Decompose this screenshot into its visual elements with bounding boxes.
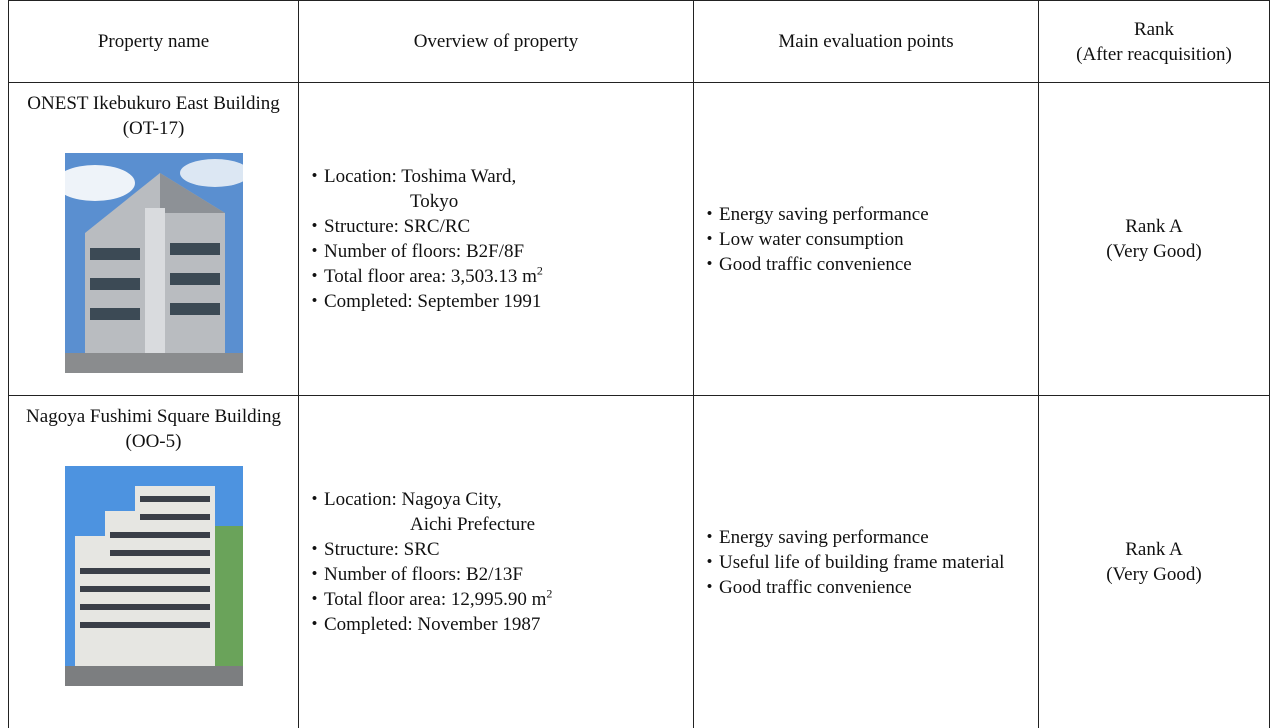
- evaluation-point: ・Low water consumption: [700, 227, 1032, 252]
- superscript: 2: [537, 264, 543, 278]
- rank-cell: Rank A(Very Good): [1039, 83, 1270, 396]
- header-text: Property name: [15, 29, 292, 54]
- building-photo: [65, 153, 243, 373]
- overview-text: ・Total floor area: 12,995.90 m: [305, 589, 546, 610]
- overview-item: ・Completed: September 1991: [305, 289, 687, 314]
- header-text: Rank: [1045, 17, 1263, 42]
- evaluation-point: ・Good traffic convenience: [700, 252, 1032, 277]
- overview-text: ・Total floor area: 3,503.13 m: [305, 266, 537, 287]
- rank-cell: Rank A(Very Good): [1039, 396, 1270, 728]
- header-cell: Main evaluation points: [694, 1, 1039, 83]
- table-body: ONEST Ikebukuro East Building (OT-17) ・L…: [9, 83, 1270, 728]
- evaluation-cell: ・Energy saving performance・Useful life o…: [694, 396, 1039, 728]
- header-text: Overview of property: [305, 29, 687, 54]
- header-cell: Overview of property: [299, 1, 694, 83]
- overview-item: ・Number of floors: B2/13F: [305, 562, 687, 587]
- header-cell: Property name: [9, 1, 299, 83]
- overview-item: ・Number of floors: B2F/8F: [305, 239, 687, 264]
- property-name-cell: ONEST Ikebukuro East Building (OT-17): [9, 83, 299, 396]
- table-row: ONEST Ikebukuro East Building (OT-17) ・L…: [9, 83, 1270, 396]
- page: {"header": [["Property name"], ["Overvie…: [0, 0, 1271, 713]
- overview-cell: ・Location: Nagoya City,Aichi Prefecture・…: [299, 396, 694, 728]
- overview-item: ・Structure: SRC/RC: [305, 214, 687, 239]
- table-row: Nagoya Fushimi Square Building (OO-5) ・L…: [9, 396, 1270, 728]
- overview-cell: ・Location: Toshima Ward,Tokyo・Structure:…: [299, 83, 694, 396]
- overview-item: ・Location: Toshima Ward,: [305, 164, 687, 189]
- evaluation-point: ・Energy saving performance: [700, 525, 1032, 550]
- page-body: Property name Overview of property Main ev…: [0, 0, 1271, 713]
- property-name: ONEST Ikebukuro East Building (OT-17): [15, 91, 292, 141]
- header-text: (After reacquisition): [1045, 42, 1263, 67]
- overview-item: Aichi Prefecture: [305, 512, 687, 537]
- property-table: Property name Overview of property Main ev…: [8, 0, 1270, 728]
- building-photo: [65, 466, 243, 686]
- rank-text: (Very Good): [1045, 562, 1263, 587]
- header-text: Main evaluation points: [700, 29, 1032, 54]
- overview-item: Tokyo: [305, 189, 687, 214]
- rank-text: Rank A: [1045, 214, 1263, 239]
- overview-item: ・Location: Nagoya City,: [305, 487, 687, 512]
- evaluation-point: ・Good traffic convenience: [700, 575, 1032, 600]
- property-name-cell: Nagoya Fushimi Square Building (OO-5): [9, 396, 299, 728]
- overview-item: ・Structure: SRC: [305, 537, 687, 562]
- header-cell: Rank(After reacquisition): [1039, 1, 1270, 83]
- overview-item: ・Total floor area: 12,995.90 m2: [305, 587, 687, 612]
- header-row: Property name Overview of property Main ev…: [9, 1, 1270, 83]
- overview-item: ・Total floor area: 3,503.13 m2: [305, 264, 687, 289]
- superscript: 2: [546, 587, 552, 601]
- rank-text: (Very Good): [1045, 239, 1263, 264]
- evaluation-point: ・Energy saving performance: [700, 202, 1032, 227]
- rank-text: Rank A: [1045, 537, 1263, 562]
- evaluation-cell: ・Energy saving performance・Low water con…: [694, 83, 1039, 396]
- property-name: Nagoya Fushimi Square Building (OO-5): [15, 404, 292, 454]
- overview-item: ・Completed: November 1987: [305, 612, 687, 637]
- evaluation-point: ・Useful life of building frame material: [700, 550, 1032, 575]
